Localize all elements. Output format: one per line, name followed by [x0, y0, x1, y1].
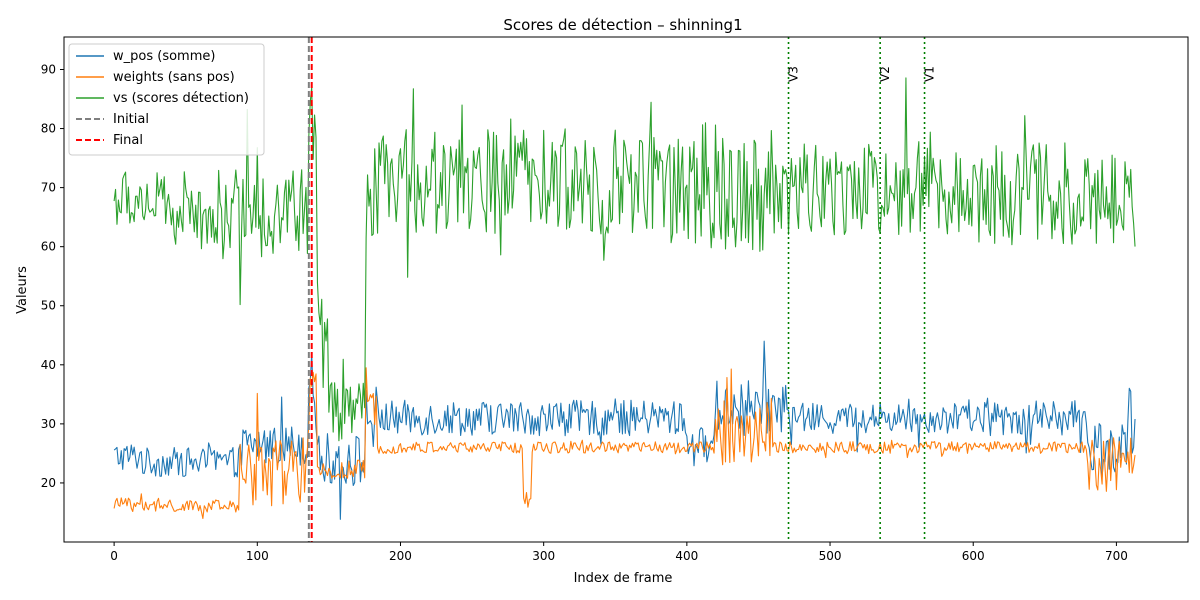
legend-box — [68, 43, 265, 156]
legend: w_pos (somme) weights (sans pos) vs (score… — [68, 43, 265, 156]
x-tick-label: 400 — [675, 549, 698, 563]
x-tick-label: 200 — [389, 549, 412, 563]
y-tick-label: 30 — [41, 417, 56, 431]
y-axis: 20 30 40 50 60 70 80 90 — [41, 62, 64, 490]
annotation-label: V2 — [878, 66, 892, 82]
legend-entry: Final — [113, 133, 143, 148]
series-line-1 — [113, 367, 1136, 520]
y-tick-label: 60 — [41, 240, 56, 254]
chart-title: Scores de détection – shinning1 — [503, 16, 742, 34]
series-line-0 — [113, 340, 1136, 520]
y-tick-label: 80 — [41, 122, 56, 136]
y-tick-label: 90 — [41, 62, 56, 76]
y-tick-label: 70 — [41, 181, 56, 195]
y-tick-label: 20 — [41, 476, 56, 490]
legend-entry: Initial — [113, 112, 149, 127]
x-axis-label: Index de frame — [574, 571, 673, 586]
x-axis: 0 100 200 300 400 500 600 700 — [110, 542, 1128, 563]
x-tick-label: 100 — [246, 549, 269, 563]
x-tick-label: 600 — [962, 549, 985, 563]
plot-area: V3 V2 V1 — [113, 37, 1136, 542]
y-axis-label: Valeurs — [15, 266, 30, 314]
axes-frame — [63, 36, 1189, 543]
x-tick-label: 300 — [532, 549, 555, 563]
x-tick-label: 0 — [110, 549, 118, 563]
legend-entry: vs (scores détection) — [113, 91, 249, 106]
annotation-label: V3 — [787, 66, 801, 82]
series-line-2 — [113, 77, 1136, 442]
x-tick-label: 500 — [819, 549, 842, 563]
legend-entry: weights (sans pos) — [113, 70, 235, 85]
y-tick-label: 50 — [41, 299, 56, 313]
x-tick-label: 700 — [1105, 549, 1128, 563]
annotation-label: V1 — [923, 66, 937, 82]
y-tick-label: 40 — [41, 358, 56, 372]
legend-entry: w_pos (somme) — [113, 49, 215, 64]
